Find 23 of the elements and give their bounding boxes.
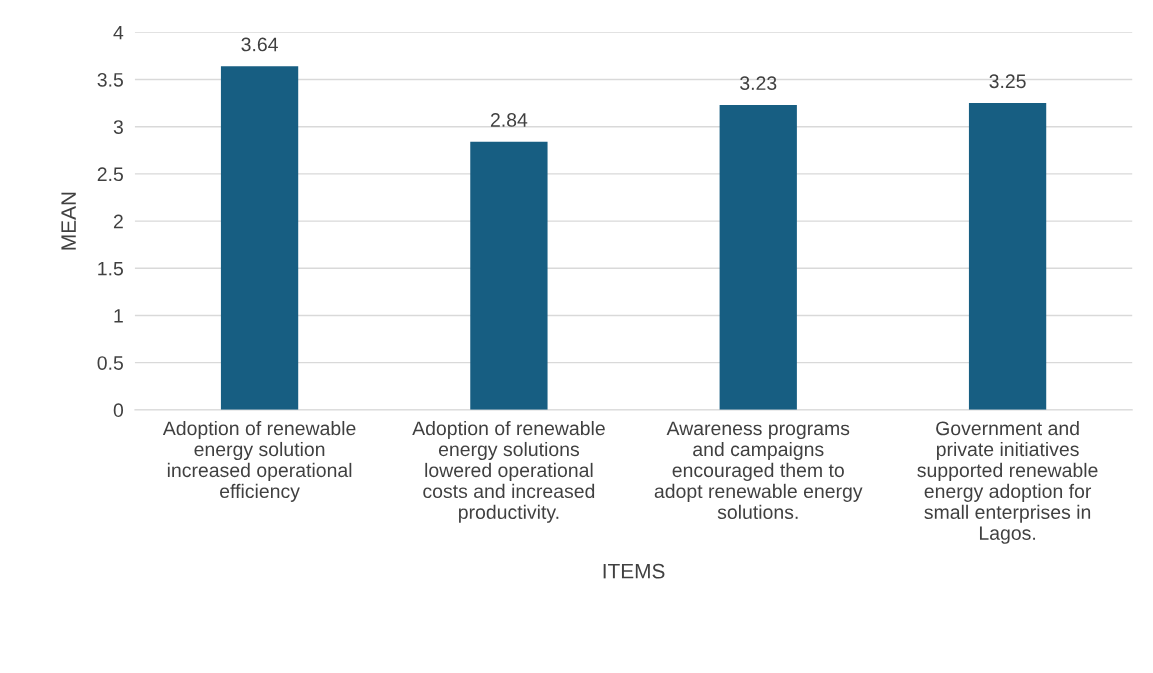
x-tick-label: Awareness programs and campaigns encouraged them to adopt renewable energy solutions. bbox=[654, 421, 863, 520]
y-tick-label: 3 bbox=[113, 120, 123, 134]
y-tick-label: 1 bbox=[114, 309, 123, 323]
x-tick-label: Adoption of renewable energy solutions lowered operational costs and increased productivity. bbox=[412, 420, 605, 523]
y-tick-label: 3.5 bbox=[97, 72, 123, 87]
y-tick-label: 2.5 bbox=[97, 167, 123, 182]
y-axis-title: MEAN bbox=[61, 192, 76, 250]
data-label: 3.25 bbox=[989, 74, 1026, 89]
data-label: 2.84 bbox=[490, 113, 528, 127]
bar bbox=[968, 103, 1047, 410]
bar bbox=[719, 104, 797, 410]
x-tick-label: Adoption of renewable energy solution increased operational efficiency bbox=[162, 420, 356, 502]
bar bbox=[220, 66, 299, 410]
y-tick-label: 0 bbox=[113, 403, 124, 418]
y-tick-label: 4 bbox=[113, 25, 124, 40]
data-label: 3.23 bbox=[740, 76, 777, 91]
y-tick-label: 2 bbox=[113, 214, 123, 229]
bar bbox=[470, 141, 548, 410]
x-axis-title: ITEMS bbox=[603, 563, 665, 579]
x-tick-label: Government and private initiatives supported renewable energy adoption for small enterprises in Lagos. bbox=[917, 420, 1098, 544]
data-label: 3.64 bbox=[241, 37, 278, 52]
y-tick-label: 0.5 bbox=[97, 356, 123, 370]
y-tick-label: 1.5 bbox=[98, 261, 123, 276]
